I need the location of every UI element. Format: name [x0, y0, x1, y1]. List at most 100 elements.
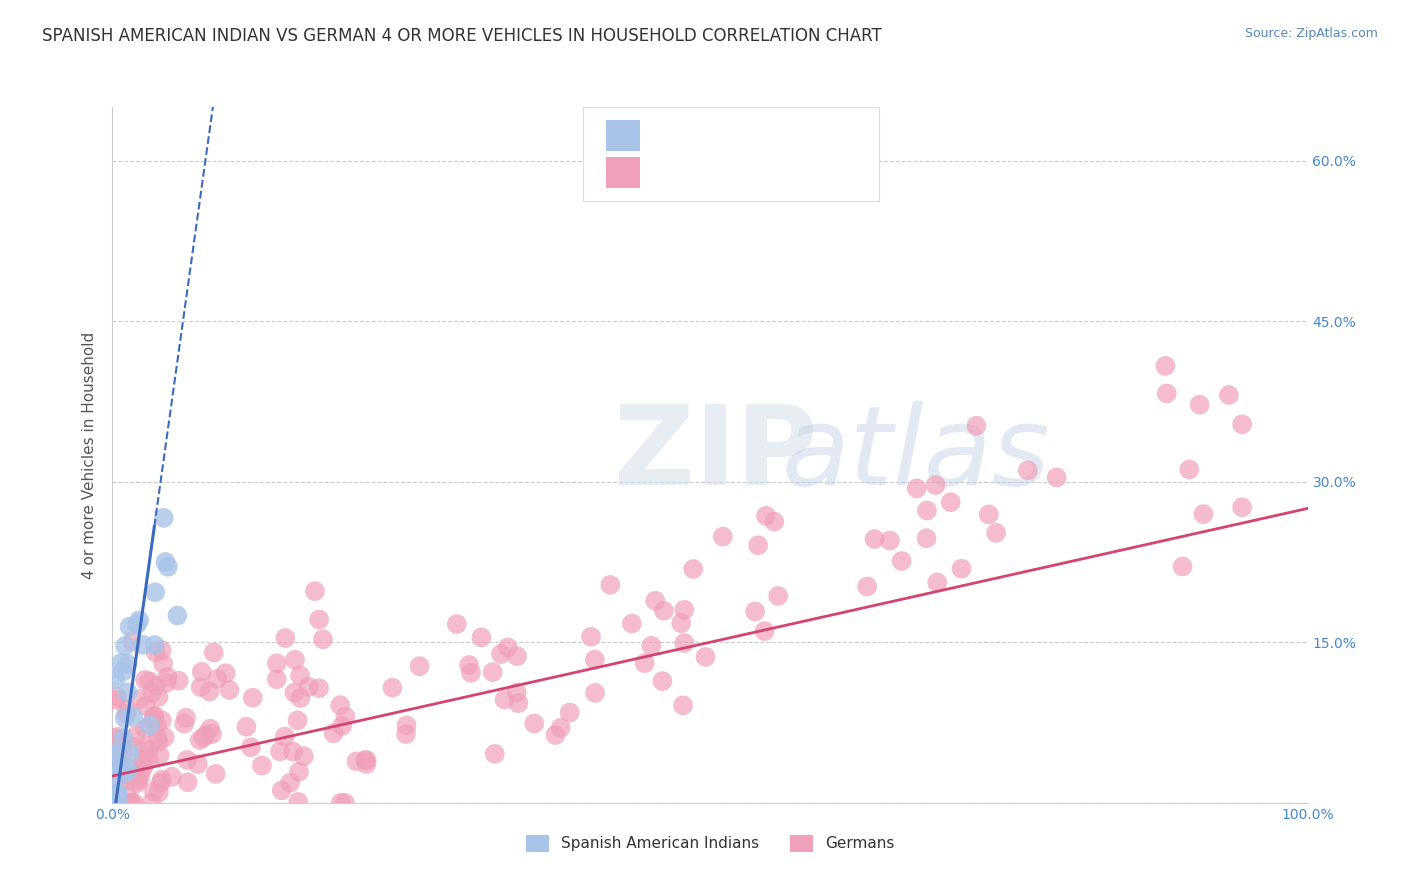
Point — [117, 657, 139, 671]
Point — [950, 562, 973, 576]
Point — [669, 616, 692, 631]
Point — [104, 693, 127, 707]
Point — [329, 796, 352, 810]
Point — [484, 747, 506, 761]
Point — [187, 757, 209, 772]
Point — [148, 690, 170, 704]
Point — [104, 672, 127, 686]
Point — [506, 649, 529, 664]
Point — [278, 776, 301, 790]
Point — [856, 579, 879, 593]
Point — [673, 636, 696, 650]
Point — [330, 719, 353, 733]
Point — [939, 495, 962, 509]
Point — [173, 716, 195, 731]
Point — [381, 681, 404, 695]
Point — [132, 741, 155, 756]
Point — [460, 665, 482, 680]
Point — [138, 753, 160, 767]
Point — [127, 773, 149, 788]
Point — [127, 776, 149, 790]
Point — [112, 731, 135, 745]
Point — [905, 482, 928, 496]
Text: 33: 33 — [787, 128, 810, 143]
Point — [298, 680, 321, 694]
Text: ZIP: ZIP — [614, 401, 818, 508]
Point — [1178, 462, 1201, 476]
Point — [711, 530, 734, 544]
Point — [134, 673, 156, 687]
Point — [193, 731, 215, 745]
Text: 0.629: 0.629 — [686, 128, 737, 143]
Point — [672, 698, 695, 713]
Point — [470, 631, 492, 645]
Point — [143, 708, 166, 723]
Point — [120, 746, 142, 760]
Point — [115, 767, 138, 781]
Y-axis label: 4 or more Vehicles in Household: 4 or more Vehicles in Household — [82, 331, 97, 579]
Point — [111, 764, 134, 779]
Point — [202, 645, 225, 659]
Point — [651, 674, 673, 689]
Point — [599, 578, 621, 592]
Point — [395, 718, 418, 732]
Point — [523, 716, 546, 731]
Point — [111, 739, 134, 753]
Point — [145, 645, 167, 659]
Point — [107, 786, 129, 800]
Point — [114, 639, 136, 653]
Point — [235, 720, 257, 734]
Point — [755, 508, 778, 523]
Point — [395, 727, 418, 741]
Point — [579, 630, 602, 644]
Point — [890, 554, 912, 568]
Point — [924, 478, 946, 492]
Point — [266, 672, 288, 686]
Point — [122, 739, 145, 754]
Text: N =: N = — [756, 165, 787, 180]
Point — [105, 786, 128, 800]
Point — [150, 643, 173, 657]
Point — [863, 532, 886, 546]
Point — [287, 714, 309, 728]
Point — [156, 559, 179, 574]
Point — [322, 726, 344, 740]
Point — [201, 727, 224, 741]
Point — [496, 640, 519, 655]
Point — [138, 674, 160, 689]
Point — [287, 795, 309, 809]
Point — [288, 764, 311, 779]
Point — [354, 753, 377, 767]
Point — [200, 722, 222, 736]
Point — [103, 731, 125, 745]
Point — [188, 733, 211, 747]
Point — [122, 709, 145, 723]
Point — [115, 773, 138, 788]
Point — [118, 619, 141, 633]
Point — [633, 656, 655, 670]
Point — [111, 752, 134, 766]
Point — [107, 796, 129, 810]
Point — [673, 603, 696, 617]
Point — [977, 508, 1000, 522]
Point — [149, 776, 172, 790]
Point — [356, 757, 378, 772]
Point — [103, 772, 125, 787]
Text: atlas: atlas — [782, 401, 1050, 508]
Point — [120, 796, 142, 810]
Point — [215, 666, 238, 681]
Point — [274, 631, 297, 645]
Point — [312, 632, 335, 647]
Point — [204, 767, 226, 781]
Point — [105, 690, 128, 704]
Point — [965, 418, 987, 433]
Point — [250, 758, 273, 772]
Legend: Spanish American Indians, Germans: Spanish American Indians, Germans — [520, 829, 900, 858]
Text: N =: N = — [756, 128, 787, 143]
Point — [156, 670, 179, 684]
Point — [146, 731, 169, 746]
Point — [129, 757, 152, 772]
Point — [644, 593, 666, 607]
Point — [105, 796, 128, 810]
Point — [682, 562, 704, 576]
